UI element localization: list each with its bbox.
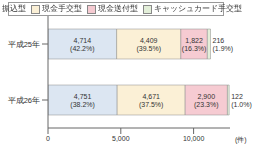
svg-text:216(1.9%): 216(1.9%): [213, 37, 234, 53]
html-text:振込型: 振込型: [1, 4, 26, 13]
svg-text:4,671(37.5%): 4,671(37.5%): [139, 93, 164, 109]
html-text:現金手交型: 現金手交型: [41, 4, 82, 13]
svg-text:4,714(42.2%): 4,714(42.2%): [70, 37, 95, 53]
svg-text:2,900(23.3%): 2,900(23.3%): [194, 93, 219, 109]
svg-text:5,000: 5,000: [112, 135, 130, 142]
svg-text:1,822(16.3%): 1,822(16.3%): [182, 37, 207, 53]
svg-text:122(1.0%): 122(1.0%): [231, 93, 252, 109]
svg-text:0: 0: [46, 135, 50, 142]
svg-text:4,751(38.2%): 4,751(38.2%): [70, 93, 95, 109]
svg-text:(件): (件): [235, 136, 247, 144]
svg-text:4,409(39.5%): 4,409(39.5%): [136, 37, 161, 53]
svg-text:平成25年: 平成25年: [8, 40, 40, 49]
html-text:キャッシュカード手交型: キャッシュカード手交型: [153, 4, 242, 13]
html-text:現金送付型: 現金送付型: [97, 4, 138, 13]
svg-text:10,000: 10,000: [183, 135, 205, 142]
svg-text:平成26年: 平成26年: [8, 96, 40, 105]
